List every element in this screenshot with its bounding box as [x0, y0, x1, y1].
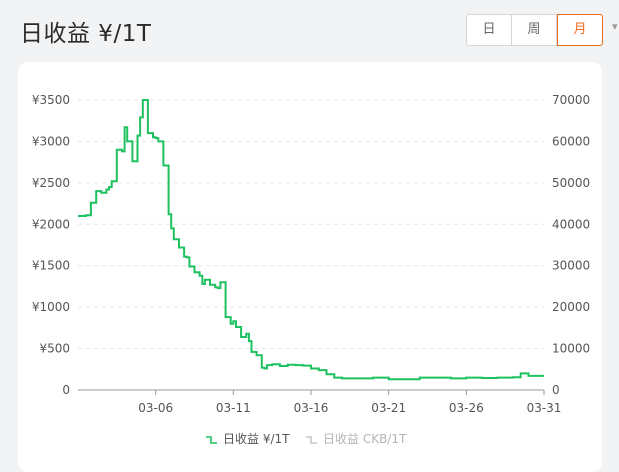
y-right-tick-label: 60000 [552, 134, 590, 148]
x-tick-label: 03-26 [449, 401, 484, 415]
y-left-tick-label: ¥1000 [32, 300, 70, 314]
legend-marker-ckb [306, 436, 317, 444]
tab-week[interactable]: 周 [512, 15, 557, 45]
time-range-tabs: 日 周 月 [466, 14, 603, 46]
tab-day[interactable]: 日 [467, 15, 512, 45]
y-right-tick-label: 70000 [552, 93, 590, 107]
y-left-tick-label: ¥2000 [32, 217, 70, 231]
y-right-tick-label: 40000 [552, 217, 590, 231]
page-title: 日收益 ¥/1T [20, 21, 152, 47]
y-left-tick-label: 0 [62, 383, 70, 397]
y-left-tick-label: ¥3000 [32, 134, 70, 148]
y-right-tick-label: 50000 [552, 176, 590, 190]
y-left-tick-label: ¥1500 [32, 259, 70, 273]
tab-month[interactable]: 月 [557, 14, 603, 46]
y-right-tick-label: 30000 [552, 259, 590, 273]
dropdown-caret-icon[interactable]: ▾ [612, 20, 618, 33]
y-left-tick-label: ¥3500 [32, 93, 70, 107]
x-tick-label: 03-06 [138, 401, 173, 415]
y-left-tick-label: ¥2500 [32, 176, 70, 190]
x-tick-label: 03-16 [294, 401, 329, 415]
y-right-tick-label: 10000 [552, 342, 590, 356]
legend-label-ckb: 日收益 CKB/1T [323, 432, 407, 446]
x-tick-label: 03-11 [216, 401, 251, 415]
x-tick-label: 03-31 [527, 401, 562, 415]
legend-label-cny: 日收益 ¥/1T [223, 432, 290, 446]
chart-card: 0 0 ¥500 10000 ¥1000 20000 ¥1500 30000 ¥2000 4000… [18, 62, 602, 472]
series-line-cny [78, 99, 544, 381]
y-right-tick-label: 0 [552, 383, 560, 397]
legend-marker-cny [206, 436, 217, 444]
y-right-tick-label: 20000 [552, 300, 590, 314]
y-left-tick-label: ¥500 [39, 342, 70, 356]
earnings-chart: 0 0 ¥500 10000 ¥1000 20000 ¥1500 30000 ¥2000 4000… [32, 93, 590, 446]
x-tick-label: 03-21 [371, 401, 406, 415]
